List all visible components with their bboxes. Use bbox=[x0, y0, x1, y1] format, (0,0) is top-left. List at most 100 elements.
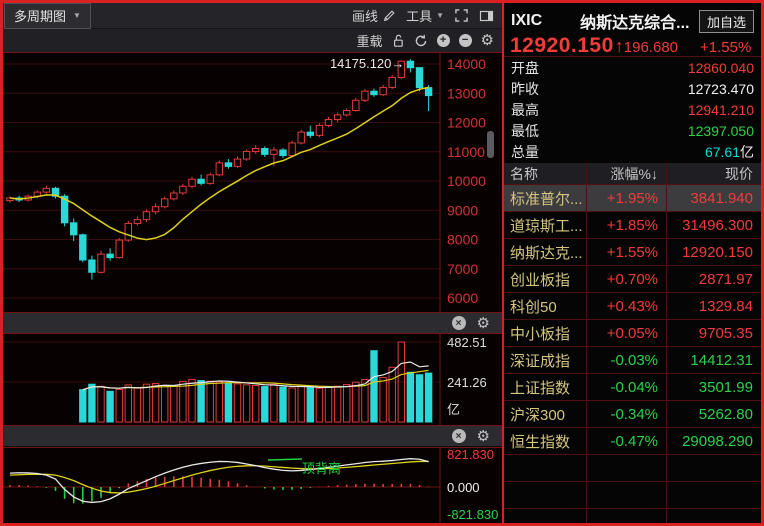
candle bbox=[361, 90, 369, 101]
y-axis-label: 0.000 bbox=[447, 480, 480, 495]
table-row[interactable]: 上证指数 -0.04% 3501.99 bbox=[504, 374, 761, 401]
chart-scrollbar-thumb[interactable] bbox=[487, 131, 494, 158]
index-change-percent bbox=[586, 509, 666, 523]
stat-row: 昨收 12723.470 bbox=[504, 78, 761, 99]
gear-icon[interactable]: ⚙ bbox=[480, 32, 494, 49]
index-price: 29098.290 bbox=[666, 428, 761, 454]
candle bbox=[343, 110, 351, 116]
y-axis-label: 9000 bbox=[447, 202, 478, 218]
candle bbox=[379, 86, 387, 96]
gear-icon[interactable]: ⚙ bbox=[476, 428, 490, 445]
tools-label: 工具 bbox=[406, 9, 433, 24]
macd-chart-panel[interactable]: 821.830 0.000 -821.830 顶背离 bbox=[3, 447, 502, 523]
index-change-percent: -0.04% bbox=[586, 374, 666, 400]
candle bbox=[315, 124, 324, 136]
tools-dropdown[interactable]: 工具 ▼ bbox=[406, 6, 444, 25]
y-axis-label: 12000 bbox=[447, 115, 486, 131]
index-change-percent bbox=[586, 455, 666, 481]
volume-bar bbox=[361, 379, 369, 423]
reload-button[interactable]: 重载 bbox=[356, 34, 383, 49]
table-row bbox=[504, 509, 761, 523]
candle bbox=[142, 211, 151, 221]
candle bbox=[106, 253, 114, 259]
volume-bar bbox=[88, 383, 96, 423]
side-panel-toggle-icon[interactable] bbox=[479, 9, 494, 23]
volume-bar bbox=[397, 341, 406, 423]
stat-unit: 亿 bbox=[740, 143, 754, 160]
quote-sidebar: IXIC 纳斯达克综合... 加自选 12920.150 ↑ 196.680 +… bbox=[502, 3, 761, 523]
table-row[interactable]: 中小板指 +0.05% 9705.35 bbox=[504, 320, 761, 347]
volume-bar bbox=[170, 385, 178, 423]
index-name: 标准普尔... bbox=[510, 190, 583, 208]
table-row[interactable]: 深证成指 -0.03% 14412.31 bbox=[504, 347, 761, 374]
table-row[interactable]: 标准普尔... +1.95% 3841.940 bbox=[504, 185, 761, 212]
index-name: 纳斯达克... bbox=[510, 244, 583, 262]
volume-bar bbox=[324, 386, 333, 423]
index-table-header: 名称 涨幅%↓ 现价 bbox=[504, 163, 761, 185]
stat-label: 最低 bbox=[511, 122, 539, 139]
volume-chart-panel[interactable]: 482.51 241.26 亿 bbox=[3, 333, 502, 426]
table-row bbox=[504, 482, 761, 509]
quote-header: IXIC 纳斯达克综合... 加自选 12920.150 ↑ 196.680 +… bbox=[504, 3, 761, 57]
zoom-in-icon[interactable]: + bbox=[436, 34, 450, 47]
volume-ma-line bbox=[82, 361, 429, 391]
table-row[interactable]: 创业板指 +0.70% 2871.97 bbox=[504, 266, 761, 293]
y-axis-label: 10000 bbox=[447, 173, 486, 189]
index-table-body: 标准普尔... +1.95% 3841.940 道琼斯工... +1.85% 31496.… bbox=[504, 185, 761, 523]
index-name: 科创50 bbox=[510, 298, 557, 316]
stat-label: 昨收 bbox=[511, 80, 539, 97]
index-table: 名称 涨幅%↓ 现价 标准普尔... +1.95% 3841.940 道琼斯工... +… bbox=[504, 163, 761, 523]
table-row[interactable]: 道琼斯工... +1.85% 31496.300 bbox=[504, 212, 761, 239]
candle bbox=[179, 185, 187, 194]
volume-bar bbox=[133, 387, 142, 423]
unlock-icon[interactable] bbox=[392, 34, 405, 48]
header-change-percent[interactable]: 涨幅%↓ bbox=[586, 163, 666, 184]
volume-bar bbox=[142, 383, 151, 423]
header-name[interactable]: 名称 bbox=[510, 165, 538, 182]
ma-line bbox=[9, 86, 429, 241]
zoom-out-icon[interactable]: − bbox=[458, 34, 472, 47]
volume-bar bbox=[315, 387, 324, 423]
volume-bar bbox=[188, 379, 196, 423]
volume-panel-toolbar: × ⚙ bbox=[3, 313, 502, 333]
volume-bar bbox=[215, 381, 224, 423]
candle bbox=[252, 148, 260, 152]
index-name: 深证成指 bbox=[510, 352, 571, 370]
volume-bar bbox=[333, 385, 342, 423]
fullscreen-icon[interactable] bbox=[454, 8, 469, 23]
volume-unit-label: 亿 bbox=[447, 402, 460, 417]
volume-bar bbox=[197, 380, 205, 423]
add-watchlist-button[interactable]: 加自选 bbox=[698, 9, 754, 33]
volume-bar bbox=[370, 350, 378, 423]
index-change-percent: +0.70% bbox=[586, 266, 666, 292]
period-dropdown[interactable]: 多周期图 ▼ bbox=[4, 3, 91, 29]
stat-row: 总量 67.61亿 bbox=[504, 141, 761, 162]
close-icon[interactable]: × bbox=[451, 316, 466, 330]
volume-bar bbox=[288, 387, 296, 423]
index-change-percent: +0.05% bbox=[586, 320, 666, 346]
index-name bbox=[504, 509, 586, 523]
gear-icon[interactable]: ⚙ bbox=[476, 315, 490, 332]
chevron-down-icon: ▼ bbox=[436, 11, 444, 20]
index-price: 12920.150 bbox=[666, 239, 761, 265]
price-up-arrow-icon: ↑ bbox=[614, 36, 624, 56]
volume-bar bbox=[297, 385, 305, 423]
candle bbox=[261, 148, 269, 155]
candle bbox=[215, 162, 224, 176]
candle bbox=[242, 150, 251, 160]
volume-bar bbox=[161, 385, 169, 423]
volume-bar bbox=[270, 384, 278, 423]
table-row[interactable]: 纳斯达克... +1.55% 12920.150 bbox=[504, 239, 761, 266]
refresh-icon[interactable] bbox=[414, 34, 428, 48]
candle bbox=[324, 119, 333, 126]
header-price[interactable]: 现价 bbox=[666, 163, 761, 184]
candlestick-chart-panel[interactable]: 14000 13000 12000 11000 10000 9000 8000 7000 600… bbox=[3, 52, 502, 313]
table-row[interactable]: 科创50 +0.43% 1329.84 bbox=[504, 293, 761, 320]
volume-chart: 482.51 241.26 亿 bbox=[3, 334, 487, 425]
table-row[interactable]: 沪深300 -0.34% 5262.80 bbox=[504, 401, 761, 428]
close-icon[interactable]: × bbox=[451, 429, 466, 443]
candle bbox=[88, 259, 96, 273]
draw-line-button[interactable]: 画线 bbox=[352, 6, 396, 25]
dif-line bbox=[9, 458, 429, 504]
table-row[interactable]: 恒生指数 -0.47% 29098.290 bbox=[504, 428, 761, 455]
